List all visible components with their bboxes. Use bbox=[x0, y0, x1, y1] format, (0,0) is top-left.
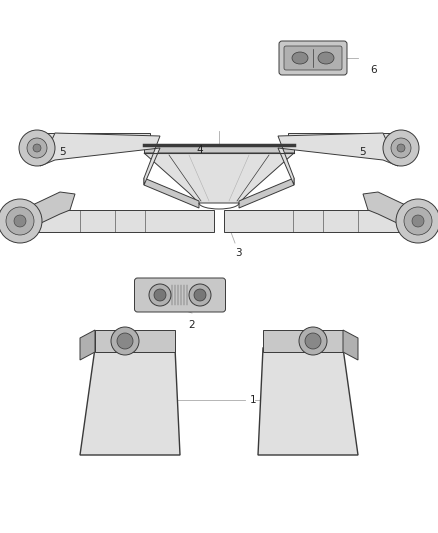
Text: 1: 1 bbox=[250, 395, 257, 405]
Polygon shape bbox=[343, 330, 358, 360]
Text: 6: 6 bbox=[370, 65, 377, 75]
Polygon shape bbox=[144, 145, 294, 153]
Polygon shape bbox=[40, 133, 160, 185]
Polygon shape bbox=[144, 153, 294, 203]
Circle shape bbox=[0, 199, 42, 243]
Text: 5: 5 bbox=[360, 147, 366, 157]
Circle shape bbox=[383, 130, 419, 166]
Circle shape bbox=[19, 130, 55, 166]
Circle shape bbox=[391, 138, 411, 158]
Circle shape bbox=[117, 333, 133, 349]
Polygon shape bbox=[80, 330, 95, 360]
Circle shape bbox=[14, 215, 26, 227]
Polygon shape bbox=[22, 192, 75, 232]
FancyBboxPatch shape bbox=[284, 46, 342, 70]
Circle shape bbox=[404, 207, 432, 235]
Polygon shape bbox=[288, 133, 401, 140]
Circle shape bbox=[305, 333, 321, 349]
FancyBboxPatch shape bbox=[134, 278, 226, 312]
Polygon shape bbox=[363, 192, 416, 232]
Circle shape bbox=[396, 199, 438, 243]
FancyBboxPatch shape bbox=[279, 41, 347, 75]
Polygon shape bbox=[95, 330, 175, 352]
Polygon shape bbox=[80, 348, 180, 455]
Ellipse shape bbox=[318, 52, 334, 64]
Text: 4: 4 bbox=[197, 145, 203, 155]
Polygon shape bbox=[224, 210, 416, 232]
Polygon shape bbox=[263, 330, 343, 352]
Circle shape bbox=[412, 215, 424, 227]
Text: 2: 2 bbox=[189, 320, 195, 330]
Polygon shape bbox=[239, 178, 294, 208]
Circle shape bbox=[149, 284, 171, 306]
Text: 3: 3 bbox=[235, 248, 242, 258]
Ellipse shape bbox=[292, 52, 308, 64]
Polygon shape bbox=[37, 133, 150, 140]
Polygon shape bbox=[258, 348, 358, 455]
Polygon shape bbox=[22, 210, 214, 232]
Circle shape bbox=[194, 289, 206, 301]
Polygon shape bbox=[278, 133, 398, 185]
Circle shape bbox=[27, 138, 47, 158]
Circle shape bbox=[154, 289, 166, 301]
Circle shape bbox=[299, 327, 327, 355]
Circle shape bbox=[397, 144, 405, 152]
Circle shape bbox=[189, 284, 211, 306]
Circle shape bbox=[111, 327, 139, 355]
Text: 5: 5 bbox=[60, 147, 66, 157]
Circle shape bbox=[33, 144, 41, 152]
Circle shape bbox=[6, 207, 34, 235]
Polygon shape bbox=[144, 178, 199, 208]
